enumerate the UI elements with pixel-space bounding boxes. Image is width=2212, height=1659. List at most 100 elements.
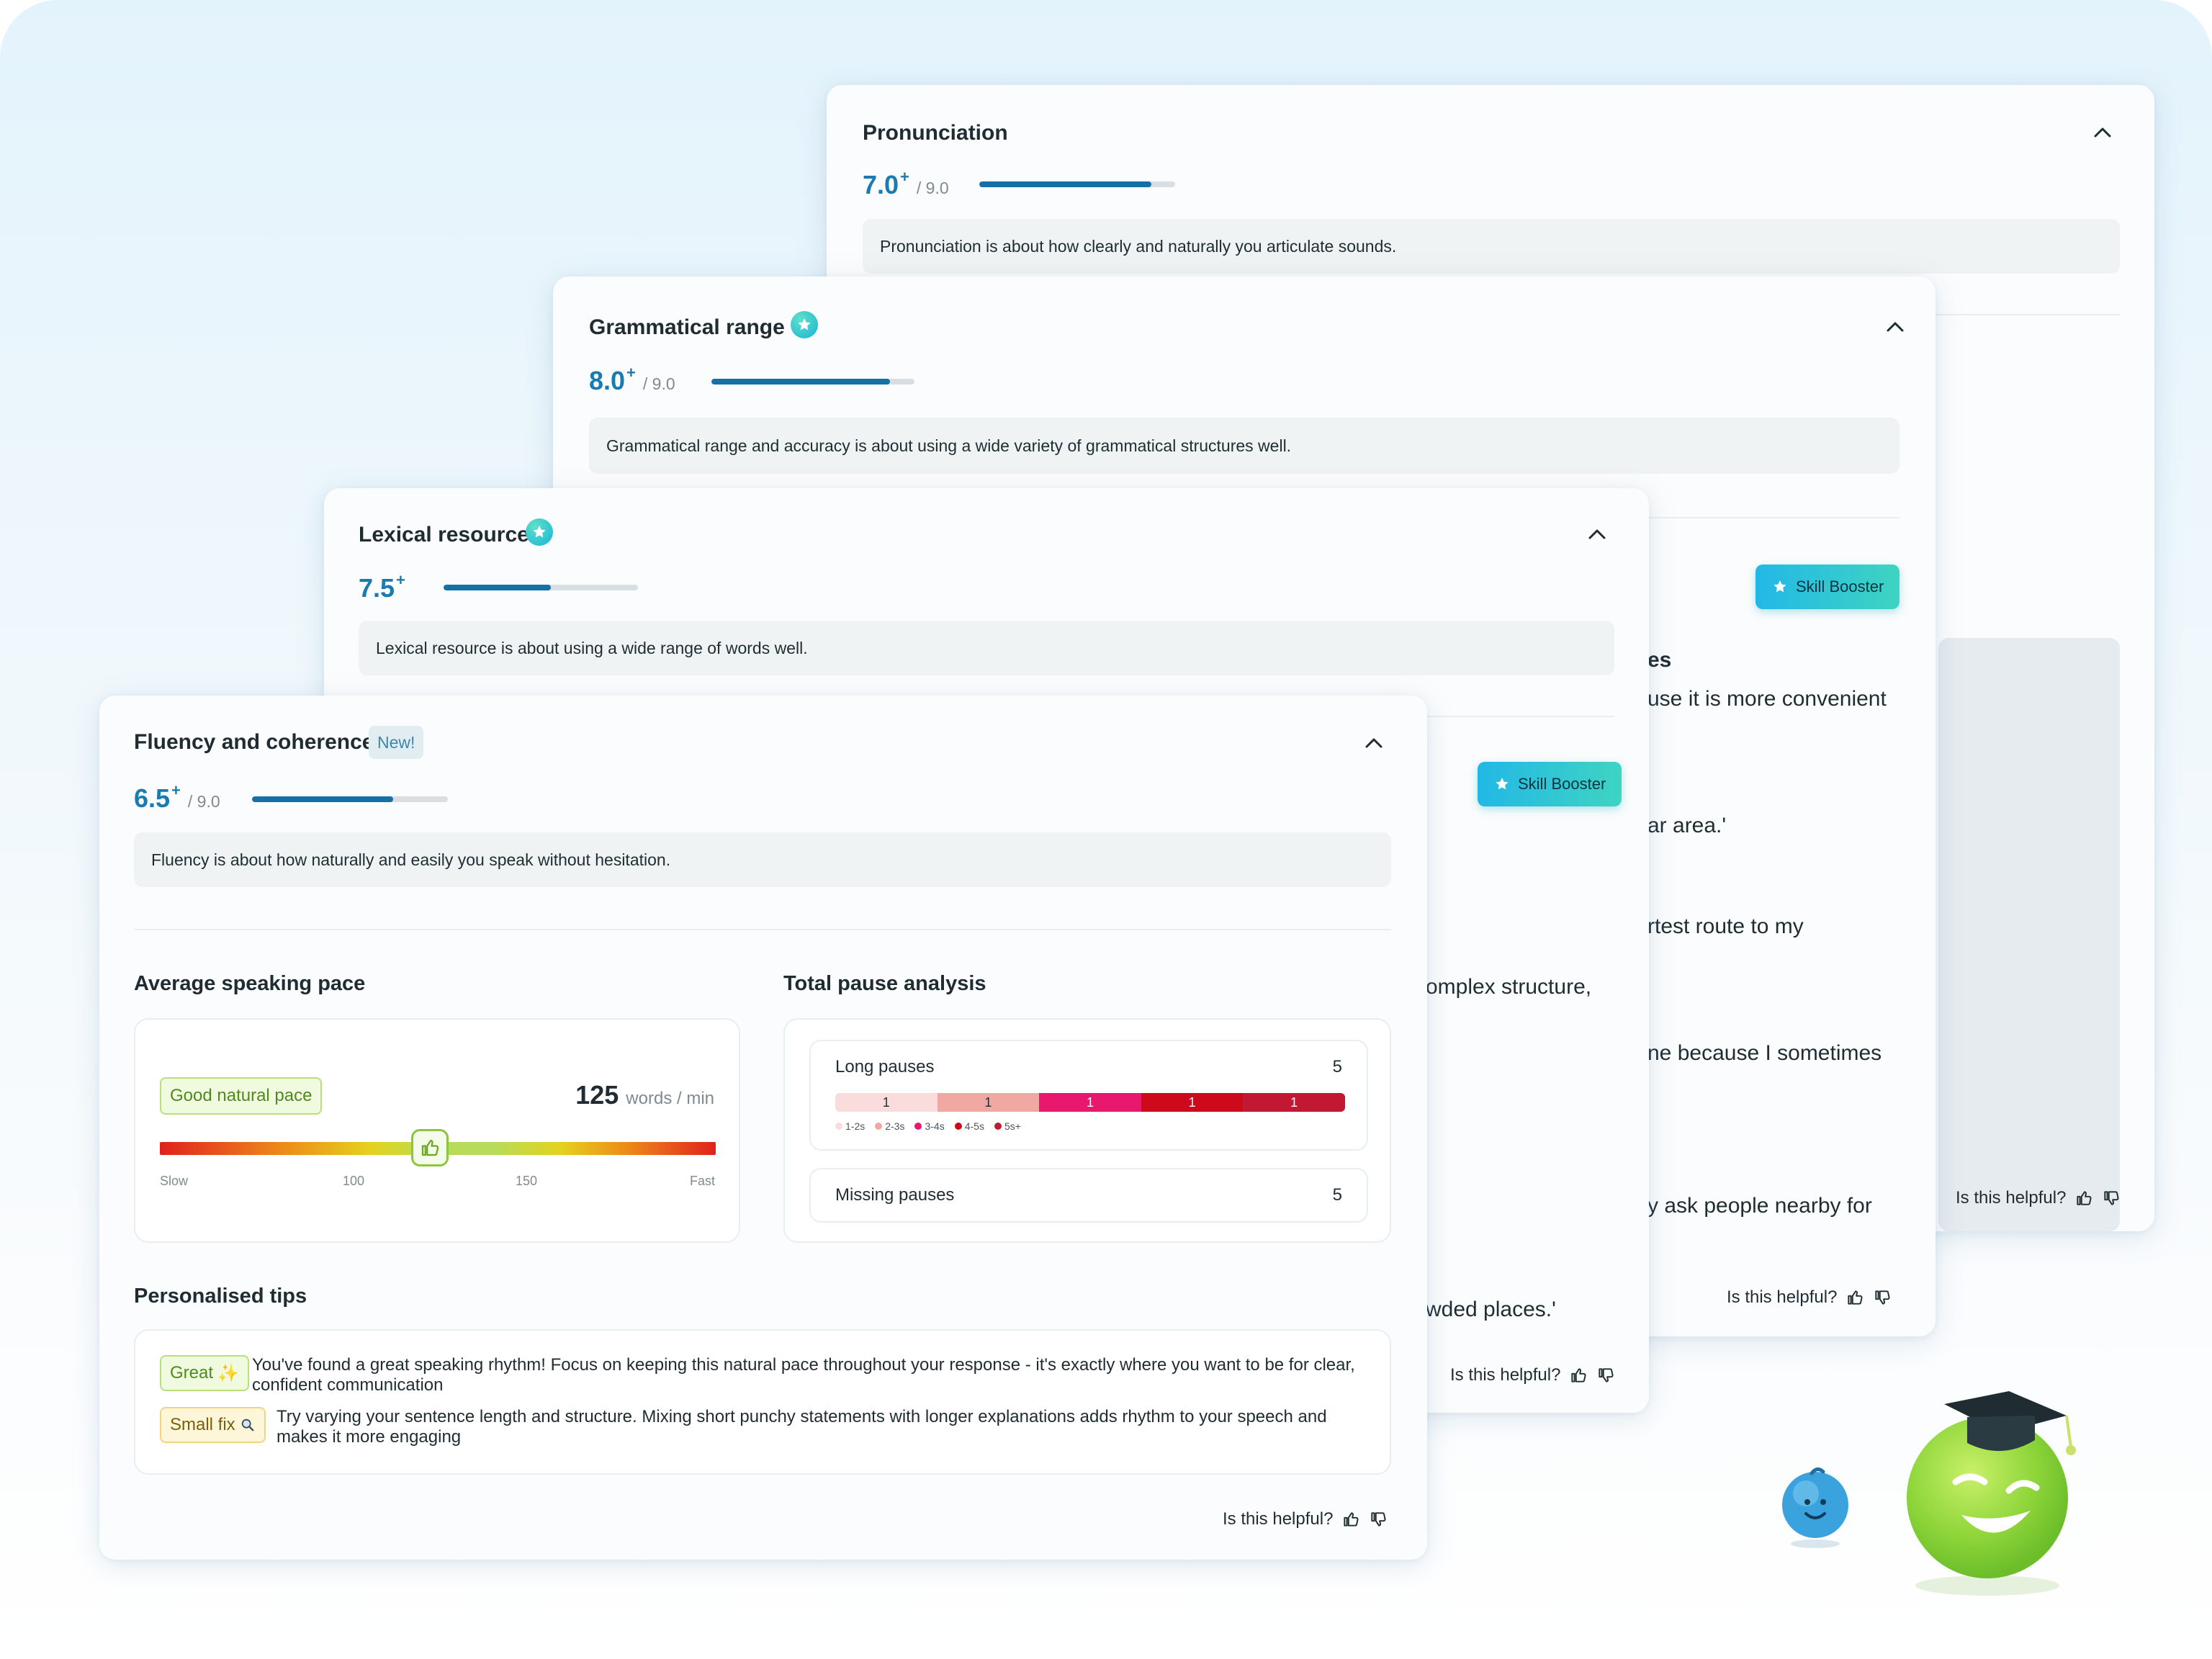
score-bar-fill: [711, 379, 891, 385]
new-badge: New!: [369, 726, 424, 759]
collapse-chevron-icon[interactable]: [1881, 313, 1910, 341]
divider: [134, 929, 1391, 930]
collapse-chevron-icon[interactable]: [1583, 520, 1611, 549]
collapse-chevron-icon[interactable]: [1359, 729, 1388, 757]
transcript-fragment: es: [1647, 648, 1672, 672]
thumbs-up-icon[interactable]: [2074, 1189, 2093, 1208]
missing-pauses-count: 5: [1332, 1185, 1342, 1205]
thumbs-down-icon[interactable]: [1596, 1366, 1615, 1385]
transcript-fragment: rtest route to my: [1647, 914, 1804, 938]
thumbs-down-icon[interactable]: [1369, 1510, 1388, 1529]
magnifier-icon: [241, 1419, 254, 1431]
tip-tag-label: Small fix: [170, 1415, 235, 1434]
collapse-chevron-icon[interactable]: [2088, 118, 2117, 147]
pause-segment-1-2s: 1: [835, 1093, 938, 1112]
fluency-helpful-row: Is this helpful?: [1223, 1509, 1388, 1529]
pace-tick-slow: Slow: [160, 1174, 189, 1188]
grammar-score: 8.0 + / 9.0: [589, 364, 675, 396]
transcript-box: [1938, 638, 2120, 1231]
grammar-description: Grammatical range and accuracy is about …: [589, 418, 1899, 474]
score-plus: +: [900, 168, 909, 186]
thumbs-up-icon: [422, 1139, 439, 1156]
fluency-score: 6.5 + / 9.0: [134, 781, 220, 814]
star-badge-icon: [791, 311, 818, 338]
pause-segment-4-5s: 1: [1141, 1093, 1244, 1112]
lexical-helpful-row: Is this helpful?: [1450, 1365, 1615, 1385]
pronunciation-helpful-row: Is this helpful?: [1956, 1188, 2121, 1208]
speaking-pace-panel: Good natural pace 125 words / min Slow 1…: [134, 1018, 740, 1243]
score-value: 7.5: [359, 573, 395, 603]
score-bar-fill: [979, 181, 1152, 187]
lexical-skill-booster-button[interactable]: Skill Booster: [1478, 762, 1622, 806]
long-pauses-row: Long pauses 5 1 1 1 1 1 1-2s 2-3s 3-4s 4…: [809, 1040, 1368, 1151]
grammar-title: Grammatical range: [589, 315, 785, 339]
transcript-fragment: y ask people nearby for: [1647, 1194, 1872, 1218]
pause-analysis-title: Total pause analysis: [783, 972, 986, 995]
legend-dot: [914, 1123, 922, 1130]
pause-segment-5s-plus: 1: [1243, 1093, 1345, 1112]
thumbs-up-icon[interactable]: [1845, 1288, 1864, 1307]
skill-booster-label: Skill Booster: [1796, 577, 1884, 595]
transcript-fragment: omplex structure,: [1426, 975, 1592, 999]
legend-dot: [954, 1123, 962, 1130]
pause-segment-2-3s: 1: [937, 1093, 1040, 1112]
helpful-label: Is this helpful?: [1450, 1365, 1561, 1385]
lexical-description: Lexical resource is about using a wide r…: [359, 621, 1614, 675]
pronunciation-score: 7.0 + / 9.0: [863, 168, 949, 200]
long-pauses-count: 5: [1332, 1057, 1342, 1076]
pause-legend: 1-2s 2-3s 3-4s 4-5s 5s+: [835, 1120, 1021, 1132]
thumbs-down-icon[interactable]: [1873, 1288, 1892, 1307]
pace-unit: words / min: [626, 1089, 714, 1108]
transcript-fragment: ne because I sometimes: [1647, 1041, 1882, 1065]
score-bar-fill: [444, 585, 551, 590]
tip-line: Try varying your sentence length and str…: [276, 1407, 1327, 1426]
tip-line: makes it more engaging: [276, 1427, 462, 1447]
pace-status-badge: Good natural pace: [160, 1077, 323, 1115]
star-badge-icon: [526, 518, 553, 546]
pace-tick-100: 100: [343, 1174, 365, 1188]
tip-tag-great: Great ✨: [160, 1355, 249, 1391]
transcript-fragment: use it is more convenient: [1647, 687, 1887, 711]
score-plus: +: [626, 364, 636, 382]
missing-pauses-label: Missing pauses: [835, 1185, 955, 1205]
tips-panel: Great ✨ You've found a great speaking rh…: [134, 1329, 1391, 1475]
score-plus: +: [171, 781, 181, 799]
legend-dot: [835, 1123, 842, 1130]
tip-text: You've found a great speaking rhythm! Fo…: [252, 1355, 1375, 1395]
legend-item: 2-3s: [875, 1120, 904, 1132]
legend-label: 4-5s: [964, 1120, 984, 1132]
legend-label: 2-3s: [885, 1120, 905, 1132]
thumbs-down-icon[interactable]: [2102, 1189, 2121, 1208]
score-max: / 9.0: [187, 792, 220, 811]
legend-dot: [875, 1123, 883, 1130]
pause-segment-3-4s: 1: [1039, 1093, 1141, 1112]
thumbs-up-icon[interactable]: [1341, 1510, 1360, 1529]
grammar-skill-booster-button[interactable]: Skill Booster: [1755, 565, 1900, 609]
pause-segments-bar: 1 1 1 1 1: [835, 1093, 1345, 1112]
star-icon: [1496, 778, 1509, 790]
legend-item: 1-2s: [835, 1120, 865, 1132]
missing-pauses-row: Missing pauses 5: [809, 1168, 1368, 1223]
score-value: 7.0: [863, 170, 899, 199]
fluency-score-bar: [252, 796, 448, 802]
score-max: / 9.0: [642, 374, 675, 393]
grammar-helpful-row: Is this helpful?: [1727, 1287, 1892, 1308]
transcript-fragment: wded places.': [1426, 1298, 1556, 1321]
tip-tag-label: Great: [170, 1363, 214, 1382]
skill-booster-label: Skill Booster: [1518, 775, 1606, 793]
thumbs-up-icon[interactable]: [1569, 1366, 1588, 1385]
tip-tag-small-fix: Small fix: [160, 1407, 266, 1443]
pace-tick-fast: Fast: [690, 1174, 716, 1188]
fluency-title: Fluency and coherence: [134, 730, 374, 754]
sparkle-icon: ✨: [217, 1363, 239, 1383]
pace-thumb[interactable]: [411, 1129, 449, 1166]
pronunciation-title: Pronunciation: [863, 121, 1008, 145]
pause-analysis-panel: Long pauses 5 1 1 1 1 1 1-2s 2-3s 3-4s 4…: [783, 1018, 1391, 1243]
score-bar-fill: [252, 796, 393, 802]
pronunciation-description: Pronunciation is about how clearly and n…: [863, 219, 2120, 274]
pace-tick-150: 150: [516, 1174, 538, 1188]
tips-title: Personalised tips: [134, 1285, 307, 1308]
transcript-fragment: ar area.': [1647, 814, 1727, 837]
lexical-score-bar: [444, 585, 638, 590]
star-icon: [1773, 580, 1786, 593]
